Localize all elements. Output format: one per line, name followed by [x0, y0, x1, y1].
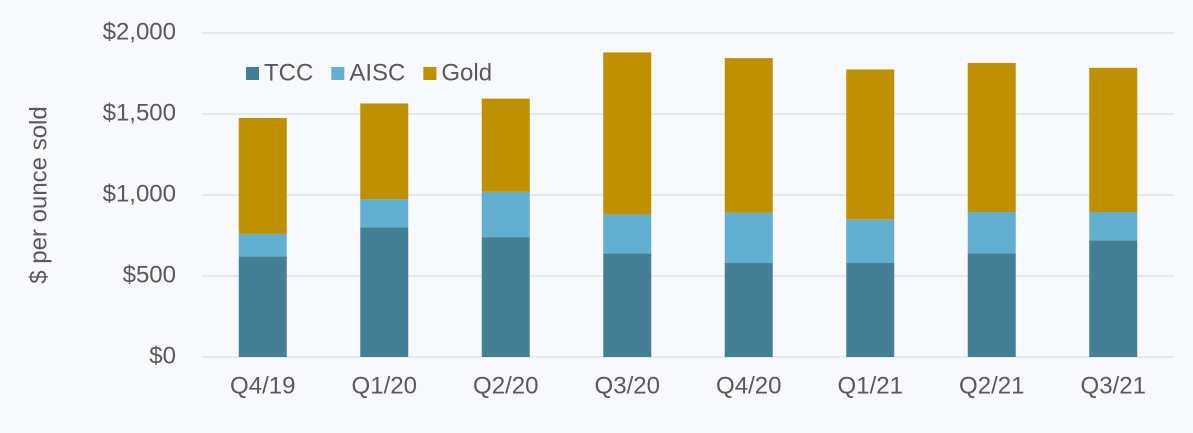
legend-swatch [246, 67, 259, 80]
bar-segment [360, 103, 409, 200]
bar-segment [603, 214, 652, 254]
bar-segment [481, 237, 530, 357]
x-tick-label: Q3/20 [595, 372, 660, 399]
bar-segment [1089, 212, 1138, 241]
y-tick-label: $500 [123, 261, 176, 288]
x-tick-label: Q4/19 [230, 372, 295, 399]
bar-segment [724, 263, 773, 357]
bar-segment [724, 58, 773, 213]
x-tick-label: Q4/20 [716, 372, 781, 399]
bar-segment [846, 219, 895, 264]
bar-segment [724, 212, 773, 264]
bar-segment [238, 233, 287, 257]
legend-label: TCC [264, 59, 313, 86]
bar-segment [1089, 240, 1138, 357]
y-tick-label: $2,000 [103, 18, 176, 45]
bar-segment [846, 263, 895, 357]
bar-segment [967, 62, 1016, 213]
bar-segment [360, 199, 409, 228]
bar-segment [481, 191, 530, 238]
bar-segment [603, 253, 652, 357]
legend-label: Gold [441, 59, 492, 86]
y-tick-label: $1,500 [103, 99, 176, 126]
y-tick-label: $1,000 [103, 180, 176, 207]
bar-segment [1089, 67, 1138, 213]
x-tick-label: Q3/21 [1081, 372, 1146, 399]
x-tick-label: Q1/20 [352, 372, 417, 399]
legend-label: AISC [349, 59, 405, 86]
x-tick-label: Q1/21 [838, 372, 903, 399]
x-tick-label: Q2/21 [959, 372, 1024, 399]
bar-segment [967, 212, 1016, 254]
bar-segment [846, 69, 895, 220]
bar-segment [481, 98, 530, 192]
y-axis-label: $ per ounce sold [25, 106, 52, 283]
legend-swatch [331, 67, 345, 80]
bar-segment [238, 118, 287, 234]
bar-segment [238, 256, 287, 357]
bar-segment [603, 52, 652, 215]
legend-swatch [423, 67, 437, 80]
y-tick-label: $0 [149, 342, 176, 369]
bar-segment [360, 227, 409, 357]
bar-segment [967, 253, 1016, 357]
x-tick-label: Q2/20 [473, 372, 538, 399]
